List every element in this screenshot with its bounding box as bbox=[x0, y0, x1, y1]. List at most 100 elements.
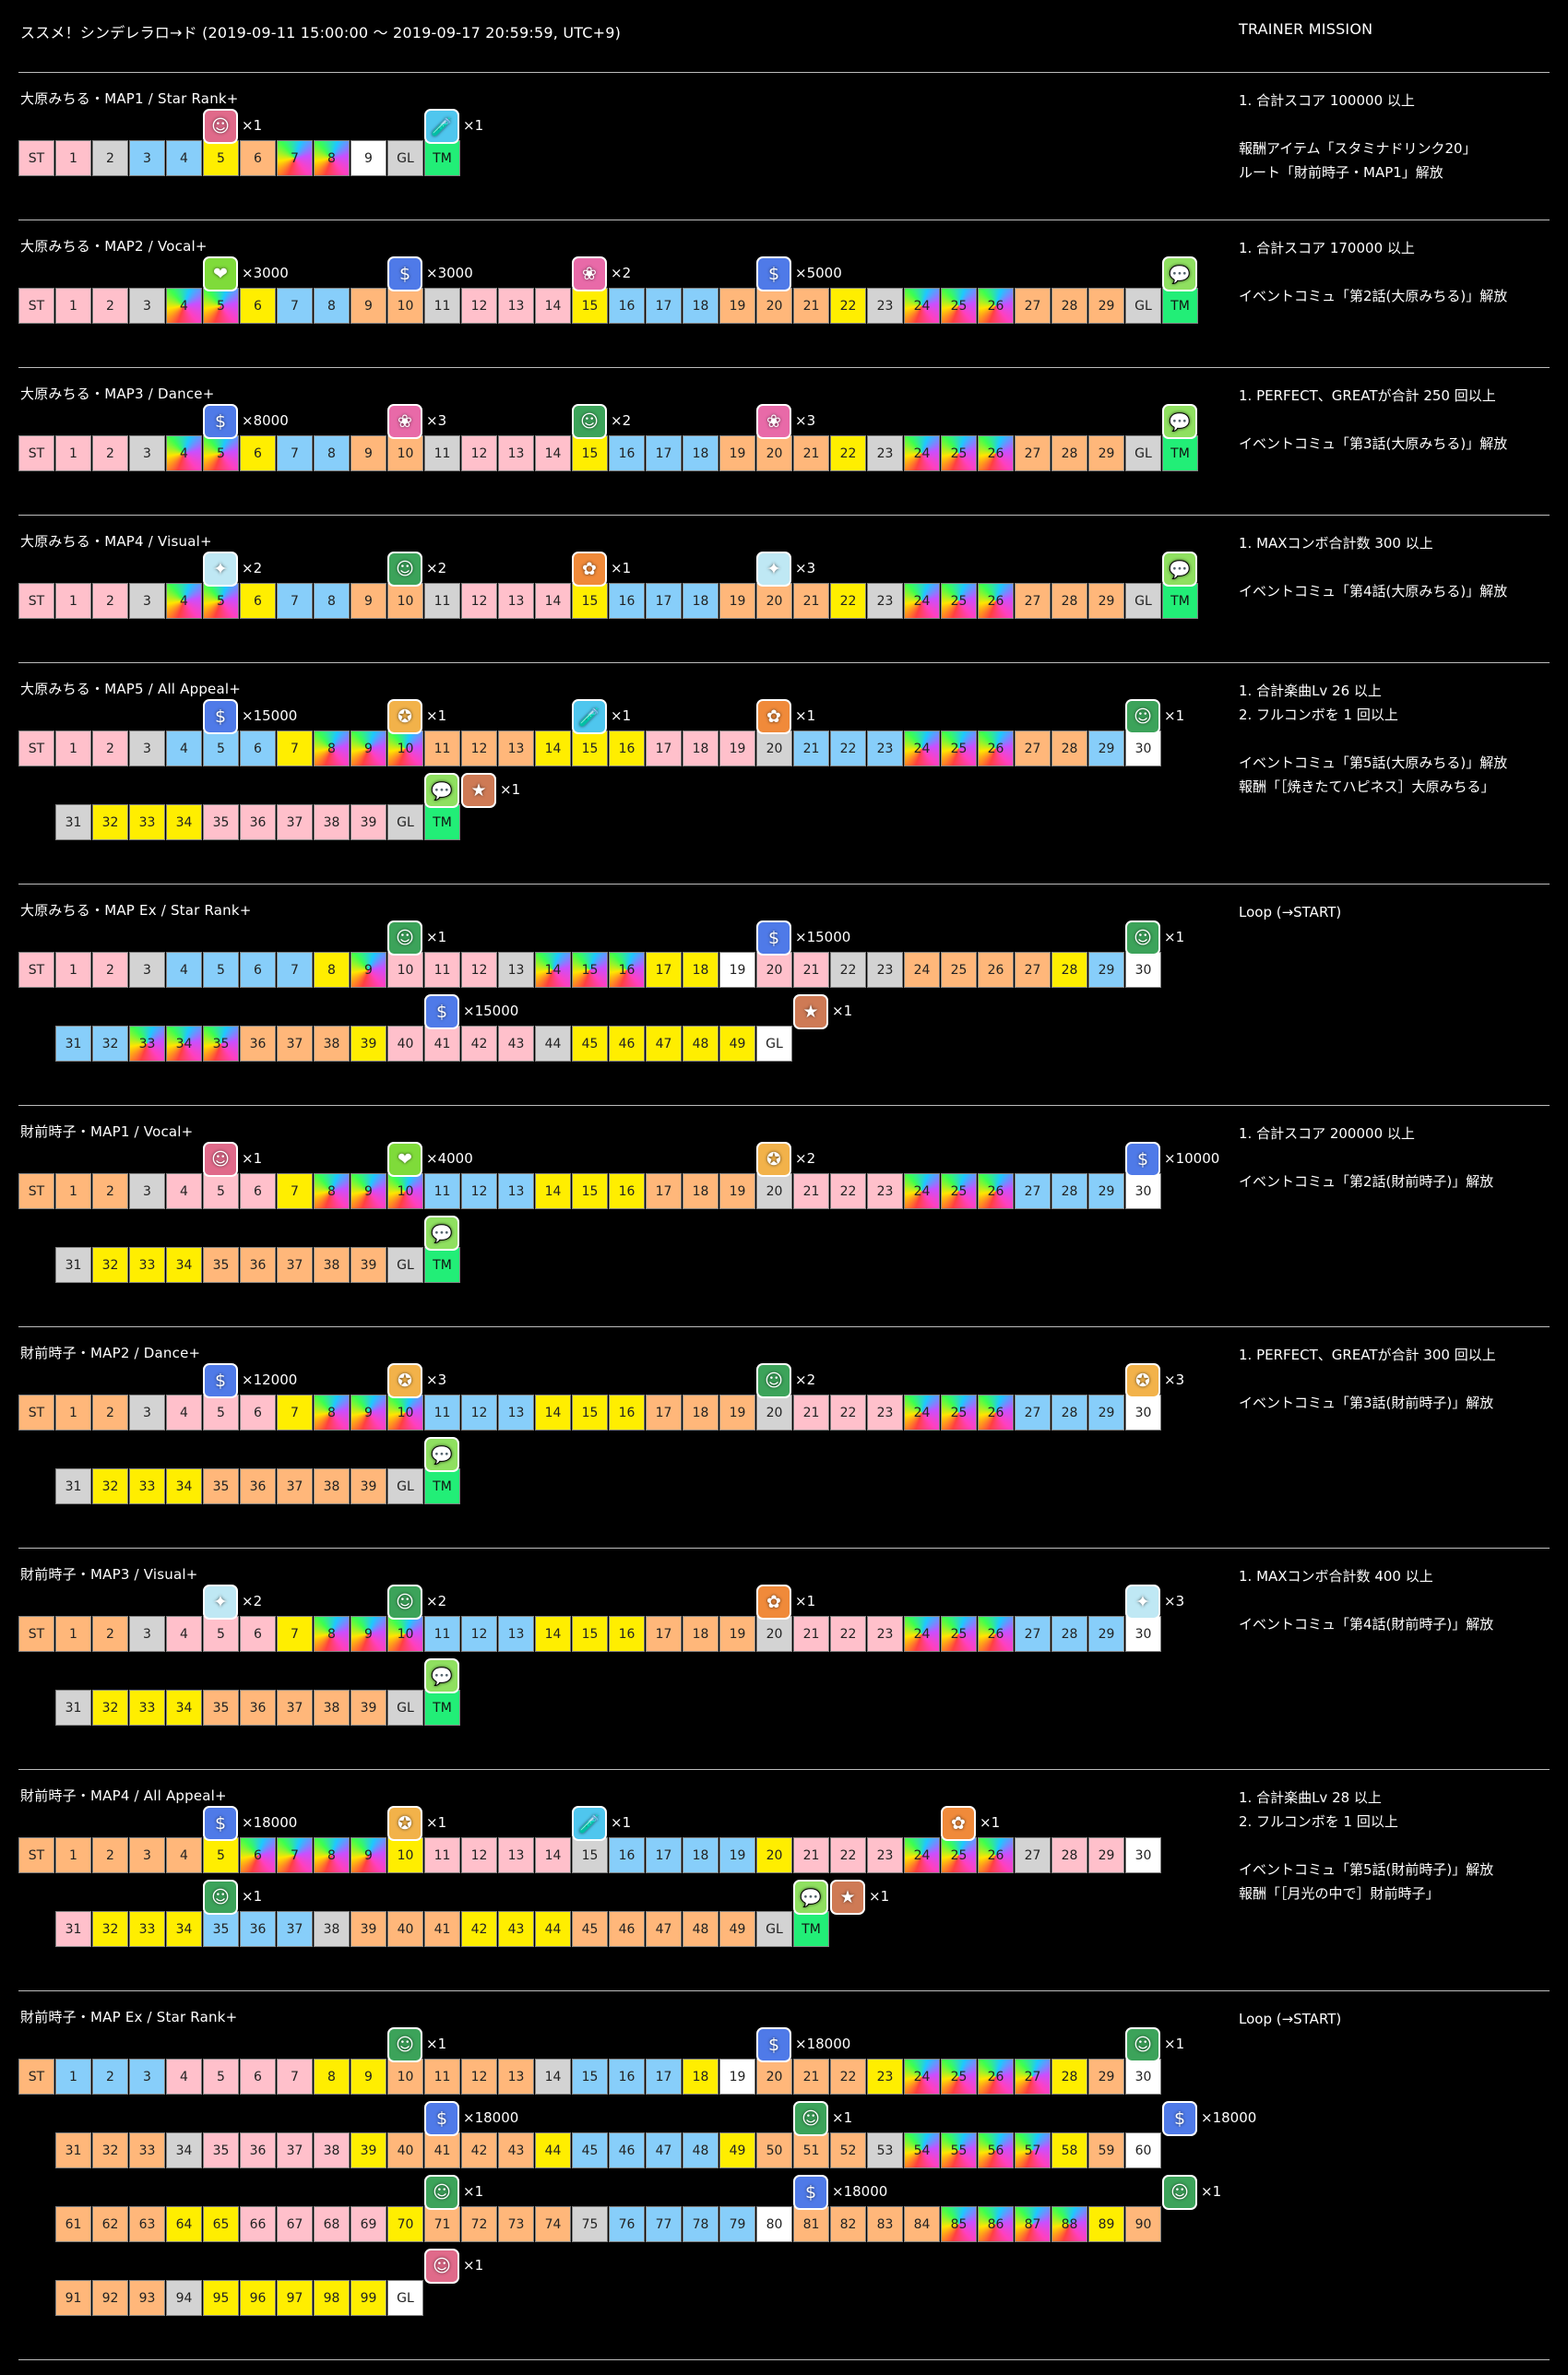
road-cell[interactable]: 8 bbox=[314, 2059, 350, 2095]
road-cell[interactable]: 42 bbox=[461, 1026, 497, 1062]
road-cell[interactable]: 21 bbox=[793, 2059, 829, 2095]
road-cell[interactable]: 13 bbox=[498, 288, 534, 324]
road-cell[interactable]: 16 bbox=[609, 1173, 645, 1209]
road-cell[interactable]: 16 bbox=[609, 435, 645, 471]
road-cell[interactable]: 60 bbox=[1125, 2132, 1161, 2168]
road-cell[interactable]: 17 bbox=[646, 1837, 682, 1873]
money-icon[interactable]: $ bbox=[1162, 2101, 1197, 2136]
road-cell[interactable]: 34 bbox=[166, 1247, 202, 1283]
road-cell[interactable]: 24 bbox=[904, 288, 940, 324]
road-cell[interactable]: 28 bbox=[1051, 583, 1087, 619]
road-cell[interactable]: 2 bbox=[92, 2059, 128, 2095]
stamina-drink-icon[interactable]: 🧪 bbox=[424, 109, 459, 144]
road-cell[interactable]: 6 bbox=[240, 1173, 276, 1209]
road-cell[interactable]: 18 bbox=[683, 1616, 719, 1652]
road-cell[interactable]: 28 bbox=[1051, 1173, 1087, 1209]
road-cell[interactable]: 28 bbox=[1051, 288, 1087, 324]
road-cell[interactable]: 95 bbox=[203, 2280, 239, 2316]
road-cell[interactable]: 24 bbox=[904, 730, 940, 766]
road-cell[interactable]: 80 bbox=[756, 2206, 792, 2242]
road-cell[interactable]: ST bbox=[18, 140, 54, 176]
road-cell[interactable]: GL bbox=[387, 1690, 423, 1726]
road-cell[interactable]: 23 bbox=[867, 1616, 903, 1652]
road-cell[interactable]: 57 bbox=[1015, 2132, 1051, 2168]
road-cell[interactable]: 23 bbox=[867, 288, 903, 324]
vocal-item-icon[interactable]: ❤ bbox=[387, 1142, 422, 1177]
road-cell[interactable]: 23 bbox=[867, 730, 903, 766]
road-cell[interactable]: 36 bbox=[240, 1026, 276, 1062]
road-cell[interactable]: 49 bbox=[719, 2132, 755, 2168]
road-cell[interactable]: 20 bbox=[756, 288, 792, 324]
road-cell[interactable]: 8 bbox=[314, 1173, 350, 1209]
chips-item-icon[interactable]: ✪ bbox=[1125, 1363, 1160, 1398]
road-cell[interactable]: TM bbox=[1162, 583, 1198, 619]
road-cell[interactable]: 32 bbox=[92, 1247, 128, 1283]
road-cell[interactable]: 4 bbox=[166, 1173, 202, 1209]
road-cell[interactable]: 19 bbox=[719, 1173, 755, 1209]
road-cell[interactable]: 41 bbox=[424, 2132, 460, 2168]
road-cell[interactable]: 7 bbox=[277, 1837, 313, 1873]
road-cell[interactable]: 27 bbox=[1015, 2059, 1051, 2095]
road-cell[interactable]: 16 bbox=[609, 1837, 645, 1873]
road-cell[interactable]: 38 bbox=[314, 804, 350, 840]
road-cell[interactable]: 26 bbox=[978, 730, 1014, 766]
road-cell[interactable]: 16 bbox=[609, 583, 645, 619]
road-cell[interactable]: 29 bbox=[1088, 1173, 1124, 1209]
road-cell[interactable]: 32 bbox=[92, 1690, 128, 1726]
road-cell[interactable]: 17 bbox=[646, 288, 682, 324]
road-cell[interactable]: 85 bbox=[941, 2206, 977, 2242]
road-cell[interactable]: 39 bbox=[350, 1911, 386, 1947]
road-cell[interactable]: 4 bbox=[166, 435, 202, 471]
road-cell[interactable]: 11 bbox=[424, 288, 460, 324]
road-cell[interactable]: 7 bbox=[277, 288, 313, 324]
road-cell[interactable]: 17 bbox=[646, 730, 682, 766]
road-cell[interactable]: 97 bbox=[277, 2280, 313, 2316]
road-cell[interactable]: 33 bbox=[129, 2132, 165, 2168]
road-cell[interactable]: 17 bbox=[646, 952, 682, 988]
road-cell[interactable]: 47 bbox=[646, 1911, 682, 1947]
money-icon[interactable]: $ bbox=[1125, 1142, 1160, 1177]
road-cell[interactable]: 14 bbox=[535, 1616, 571, 1652]
road-cell[interactable]: 18 bbox=[683, 1173, 719, 1209]
stamina-drink-icon[interactable]: 🧪 bbox=[572, 699, 607, 734]
road-cell[interactable]: 10 bbox=[387, 1837, 423, 1873]
road-cell[interactable]: 39 bbox=[350, 1026, 386, 1062]
road-cell[interactable]: GL bbox=[387, 1247, 423, 1283]
road-cell[interactable]: 30 bbox=[1125, 2059, 1161, 2095]
road-cell[interactable]: 12 bbox=[461, 1837, 497, 1873]
vocal-item-icon[interactable]: ❤ bbox=[203, 256, 238, 291]
chips-item-icon[interactable]: ✪ bbox=[387, 1806, 422, 1841]
road-cell[interactable]: 22 bbox=[830, 583, 866, 619]
road-cell[interactable]: 13 bbox=[498, 1616, 534, 1652]
road-cell[interactable]: 25 bbox=[941, 952, 977, 988]
road-cell[interactable]: 94 bbox=[166, 2280, 202, 2316]
road-cell[interactable]: 15 bbox=[572, 2059, 608, 2095]
road-cell[interactable]: 37 bbox=[277, 804, 313, 840]
event-commu-icon[interactable]: 💬 bbox=[424, 773, 459, 808]
road-cell[interactable]: 9 bbox=[350, 1395, 386, 1431]
road-cell[interactable]: 24 bbox=[904, 1837, 940, 1873]
road-cell[interactable]: 3 bbox=[129, 1395, 165, 1431]
road-cell[interactable]: 7 bbox=[277, 1616, 313, 1652]
road-cell[interactable]: 33 bbox=[129, 1911, 165, 1947]
road-cell[interactable]: 26 bbox=[978, 435, 1014, 471]
road-cell[interactable]: 41 bbox=[424, 1026, 460, 1062]
road-cell[interactable]: 4 bbox=[166, 288, 202, 324]
road-cell[interactable]: 5 bbox=[203, 952, 239, 988]
road-cell[interactable]: 14 bbox=[535, 1395, 571, 1431]
road-cell[interactable]: TM bbox=[1162, 435, 1198, 471]
road-cell[interactable]: 7 bbox=[277, 583, 313, 619]
road-cell[interactable]: 20 bbox=[756, 583, 792, 619]
road-cell[interactable]: 38 bbox=[314, 2132, 350, 2168]
idol-chara-green-icon[interactable]: ☺ bbox=[387, 920, 422, 956]
road-cell[interactable]: 84 bbox=[904, 2206, 940, 2242]
idol-card-icon[interactable]: ★ bbox=[793, 994, 828, 1029]
visual-item-icon[interactable]: ✦ bbox=[756, 552, 791, 587]
money-icon[interactable]: $ bbox=[387, 256, 422, 291]
road-cell[interactable]: 25 bbox=[941, 435, 977, 471]
road-cell[interactable]: 40 bbox=[387, 1911, 423, 1947]
road-cell[interactable]: 26 bbox=[978, 1395, 1014, 1431]
road-cell[interactable]: 55 bbox=[941, 2132, 977, 2168]
road-cell[interactable]: 26 bbox=[978, 952, 1014, 988]
money-icon[interactable]: $ bbox=[203, 1363, 238, 1398]
